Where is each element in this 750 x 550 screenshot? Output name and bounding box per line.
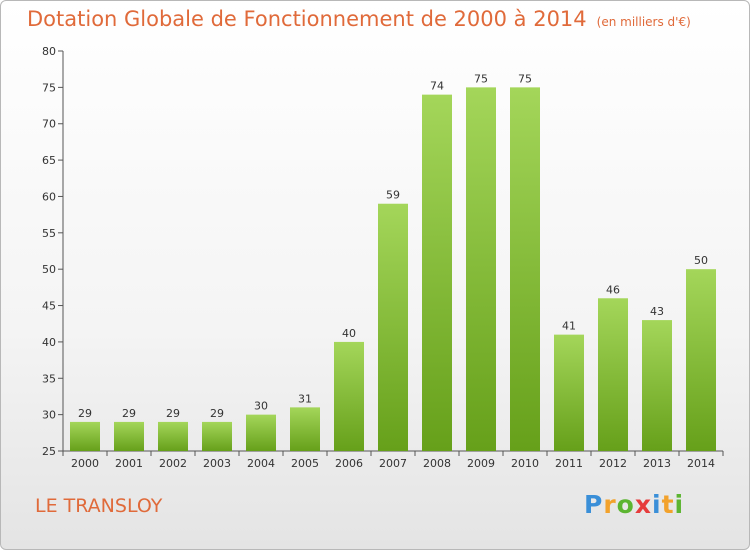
value-label: 59 xyxy=(386,189,400,202)
x-tick-label: 2010 xyxy=(511,457,539,470)
bar-2006 xyxy=(334,341,364,451)
x-tick-label: 2000 xyxy=(71,457,99,470)
x-tick-label: 2013 xyxy=(643,457,671,470)
x-tick-label: 2009 xyxy=(467,457,495,470)
value-label: 46 xyxy=(606,283,620,296)
logo-letter: P xyxy=(584,490,604,519)
value-label: 30 xyxy=(254,400,268,413)
x-tick-label: 2012 xyxy=(599,457,627,470)
value-label: 29 xyxy=(166,407,180,420)
chart-unit-note: (en milliers d'€) xyxy=(596,15,691,29)
x-tick-label: 2014 xyxy=(687,457,715,470)
value-label: 29 xyxy=(122,407,136,420)
bar-2008 xyxy=(422,94,452,452)
bar-2004 xyxy=(246,414,276,451)
logo-letter: x xyxy=(634,490,652,519)
logo-letter: i xyxy=(674,490,685,519)
commune-name: LE TRANSLOY xyxy=(35,495,163,517)
bar-2012 xyxy=(598,298,628,451)
bar-2000 xyxy=(70,421,100,451)
logo-letter: o xyxy=(616,490,635,519)
x-tick-label: 2008 xyxy=(423,457,451,470)
x-tick-label: 2002 xyxy=(159,457,187,470)
y-tick-label: 60 xyxy=(42,190,56,203)
value-label: 29 xyxy=(78,407,92,420)
chart-bars xyxy=(70,87,716,452)
logo-letter: t xyxy=(661,490,675,519)
proxiti-logo: Proxiti xyxy=(584,490,684,519)
bar-2009 xyxy=(466,87,496,451)
x-tick-label: 2007 xyxy=(379,457,407,470)
bar-2011 xyxy=(554,334,584,451)
y-tick-label: 45 xyxy=(42,300,56,313)
chart-title-text: Dotation Globale de Fonctionnement de 20… xyxy=(27,7,587,31)
y-tick-label: 65 xyxy=(42,154,56,167)
y-tick-label: 30 xyxy=(42,409,56,422)
x-tick-label: 2006 xyxy=(335,457,363,470)
y-tick-label: 35 xyxy=(42,372,56,385)
value-label: 50 xyxy=(694,254,708,267)
logo-letter: i xyxy=(652,490,662,519)
value-label: 43 xyxy=(650,305,664,318)
value-label: 75 xyxy=(518,72,532,85)
bar-2003 xyxy=(202,421,232,451)
value-label: 31 xyxy=(298,392,312,405)
bar-2007 xyxy=(378,203,408,451)
bar-2002 xyxy=(158,421,188,451)
value-label: 41 xyxy=(562,320,576,333)
chart-labels: 2000 29 2001 29 2002 29 2003 29 2004 30 2005 31 2006… xyxy=(71,72,715,470)
y-tick-label: 55 xyxy=(42,227,56,240)
bar-2010 xyxy=(510,87,540,451)
chart-axes: 25 30 35 40 45 50 55 60 65 70 75 80 xyxy=(42,45,724,458)
bar-2014 xyxy=(686,269,716,451)
x-tick-label: 2011 xyxy=(555,457,583,470)
y-tick-label: 40 xyxy=(42,336,56,349)
value-label: 40 xyxy=(342,327,356,340)
x-tick-label: 2003 xyxy=(203,457,231,470)
value-label: 75 xyxy=(474,72,488,85)
bar-2005 xyxy=(290,407,320,451)
x-tick-label: 2004 xyxy=(247,457,275,470)
value-label: 29 xyxy=(210,407,224,420)
bar-2001 xyxy=(114,421,144,451)
x-tick-label: 2005 xyxy=(291,457,319,470)
value-label: 74 xyxy=(430,80,444,93)
chart-title: Dotation Globale de Fonctionnement de 20… xyxy=(27,7,691,31)
logo-letter: r xyxy=(603,490,617,519)
x-tick-label: 2001 xyxy=(115,457,143,470)
y-tick-label: 25 xyxy=(42,445,56,458)
y-tick-label: 70 xyxy=(42,118,56,131)
y-tick-label: 80 xyxy=(42,45,56,58)
y-tick-label: 75 xyxy=(42,81,56,94)
bar-2013 xyxy=(642,320,672,451)
y-tick-label: 50 xyxy=(42,263,56,276)
